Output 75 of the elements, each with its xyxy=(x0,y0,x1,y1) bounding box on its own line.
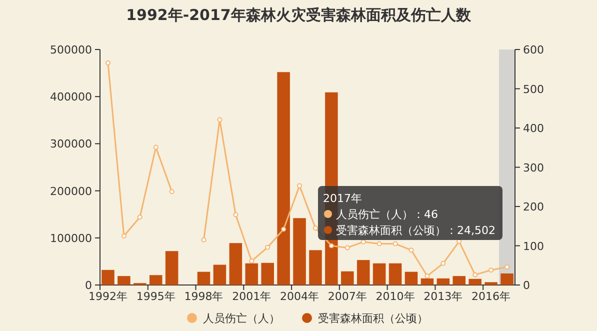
bar xyxy=(356,260,370,285)
point xyxy=(392,241,398,246)
y2-tick-label: 300 xyxy=(523,161,544,174)
legend-label: 人员伤亡（人） xyxy=(203,312,280,325)
annotation: 人员伤亡（人）：46 xyxy=(336,208,438,221)
point xyxy=(153,144,158,150)
point xyxy=(201,237,206,242)
point xyxy=(440,260,446,266)
bar xyxy=(404,272,418,285)
bar xyxy=(102,270,114,285)
bar xyxy=(309,250,322,285)
x-tick-label: 1992年 xyxy=(88,290,128,303)
bar xyxy=(468,278,482,285)
y-tick-label: 400000 xyxy=(50,90,92,104)
y2-tick-label: 200 xyxy=(523,200,544,214)
x-tick-label: 1998年 xyxy=(184,290,224,303)
y2-tick-label: 500 xyxy=(523,82,544,96)
bar xyxy=(118,276,130,285)
y2-tick-label: 0 xyxy=(523,279,530,292)
point xyxy=(217,117,222,122)
point xyxy=(328,243,334,248)
y-tick-label: 100000 xyxy=(50,232,92,245)
y2-tick-label: 600 xyxy=(523,44,544,56)
y-tick-label: 300000 xyxy=(50,138,92,151)
bar xyxy=(149,275,162,285)
bar xyxy=(245,263,258,285)
point xyxy=(424,273,430,278)
bar xyxy=(197,272,210,285)
x-tick-label: 2001年 xyxy=(232,290,272,303)
y2-tick-label: 100 xyxy=(523,240,544,253)
x-tick-label: 1995年 xyxy=(136,290,176,303)
point xyxy=(376,241,382,246)
bar xyxy=(293,218,306,285)
bar xyxy=(420,278,434,285)
bar xyxy=(341,271,354,285)
y-tick-label: 200000 xyxy=(50,184,92,198)
bar xyxy=(213,264,226,285)
bar xyxy=(388,263,402,285)
bar xyxy=(452,276,466,285)
bar xyxy=(165,251,178,285)
point xyxy=(137,214,142,220)
x-tick-label: 2013年 xyxy=(424,290,463,303)
bar xyxy=(277,72,290,285)
point xyxy=(121,233,126,238)
point xyxy=(249,258,254,264)
x-tick-label: 2004年 xyxy=(280,290,320,303)
legend-label: 受害森林面积（公顷） xyxy=(318,312,428,325)
point xyxy=(472,272,478,278)
bar xyxy=(500,273,514,285)
bar xyxy=(261,262,274,285)
point xyxy=(169,189,174,194)
point xyxy=(408,248,414,253)
point xyxy=(233,212,238,218)
bar xyxy=(372,263,386,285)
annotation: 受害森林面积（公顷）：24,502 xyxy=(336,224,496,237)
point xyxy=(312,226,318,231)
point xyxy=(105,60,110,66)
x-tick-label: 2010年 xyxy=(376,290,415,303)
y2-tick-label: 400 xyxy=(523,122,544,135)
point xyxy=(504,264,510,270)
point xyxy=(360,239,366,244)
point xyxy=(281,226,286,232)
y-tick-label: 500000 xyxy=(50,44,92,56)
chart-title: 1992年-2017年森林火灾受害森林面积及伤亡人数 xyxy=(126,6,472,24)
point xyxy=(265,244,270,250)
y-tick-label: 0 xyxy=(85,279,92,292)
bar xyxy=(436,278,450,285)
point xyxy=(344,245,350,250)
point xyxy=(488,268,494,273)
x-tick-label: 2007年 xyxy=(328,290,367,303)
annotation: 2017年 xyxy=(323,192,362,205)
point xyxy=(297,183,302,188)
x-tick-label: 2016年 xyxy=(472,290,511,303)
bar xyxy=(484,282,498,285)
bar xyxy=(229,243,242,285)
